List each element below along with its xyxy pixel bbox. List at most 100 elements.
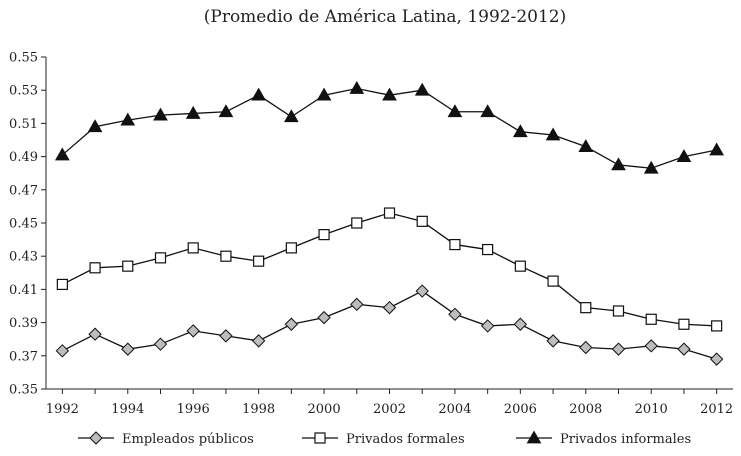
data-point-square [416,215,428,227]
data-point-triangle [283,109,299,123]
legend-label: Empleados públicos [122,432,254,447]
x-tick-label: 2006 [504,402,537,417]
data-point-square [678,318,690,330]
x-tick-label: 1998 [242,402,275,417]
data-point-square [122,260,134,272]
data-point-triangle [512,124,528,138]
x-tick-label: 2012 [700,402,733,417]
y-tick-label: 0.49 [9,150,38,165]
data-point-square [449,238,461,251]
data-point-square [580,302,592,314]
legend-label: Privados informales [560,432,691,447]
x-tick-label: 2004 [438,402,471,417]
data-point-square [351,217,363,229]
series-diamond [55,284,724,366]
legend-item-triangle: Privados informales [516,430,691,447]
y-tick-label: 0.47 [9,183,38,198]
data-point-triangle [480,104,496,118]
legend-marker-triangle [526,430,542,444]
x-tick-label: 2010 [635,402,668,417]
x-tick-label: 2000 [308,402,341,417]
chart-subtitle: (Promedio de América Latina, 1992-2012) [204,7,567,27]
data-point-square [56,278,68,291]
data-point-square [645,313,657,325]
data-point-square [318,229,330,241]
x-tick-label: 1996 [177,402,210,417]
data-point-square [383,207,396,219]
data-point-triangle [611,157,626,171]
data-point-triangle [185,105,201,119]
x-tick-label: 1994 [111,402,144,417]
x-tick-label: 2008 [569,402,602,417]
data-point-square [711,320,723,332]
data-point-diamond [415,284,429,298]
data-point-diamond [513,317,528,331]
data-point-square [187,242,199,254]
data-point-triangle [578,139,594,153]
data-point-diamond [55,344,70,358]
series-square [56,207,723,332]
data-point-diamond [350,297,364,312]
data-point-triangle [382,87,397,101]
y-tick-label: 0.51 [9,117,38,132]
data-point-triangle [153,107,168,121]
data-point-square [612,305,625,317]
series-layer [54,81,725,366]
y-tick-label: 0.43 [9,250,38,265]
data-point-diamond [480,319,495,333]
data-point-square [89,262,101,274]
x-axis-ticks: 1992 1994 1996 1998 2000 2002 2004 2006 2008 2010… [46,389,733,417]
data-point-triangle [643,160,659,174]
data-point-diamond [153,337,168,351]
series-triangle [54,81,725,174]
legend-item-diamond: Empleados públicos [78,431,254,447]
data-point-triangle [218,104,234,118]
data-point-diamond [88,327,102,341]
data-point-diamond [284,317,299,331]
data-point-square [482,243,494,256]
data-point-diamond [219,329,233,343]
y-tick-label: 0.35 [9,383,38,398]
data-point-diamond [644,339,658,353]
data-point-diamond [251,334,266,348]
data-point-triangle [316,87,332,101]
y-tick-label: 0.55 [9,51,38,66]
data-point-triangle [120,112,136,126]
data-point-square [220,250,232,262]
data-point-triangle [54,147,70,161]
data-point-diamond [579,340,593,355]
data-point-diamond [186,324,200,338]
data-point-triangle [87,119,103,133]
data-point-square [154,252,167,264]
y-tick-label: 0.45 [9,217,38,232]
data-point-square [547,275,559,287]
data-point-diamond [709,352,724,366]
legend-item-square: Privados formales [302,432,465,447]
data-point-diamond [448,307,462,322]
data-point-triangle [349,81,365,94]
legend-marker-square [314,432,326,444]
data-point-diamond [382,300,397,315]
legend: Empleados públicos Privados formales Priva… [78,430,691,447]
x-tick-label: 1992 [46,402,79,417]
data-point-diamond [317,310,331,325]
data-point-triangle [709,142,725,156]
data-point-square [514,260,526,272]
legend-label: Privados formales [346,432,465,447]
legend-marker-diamond [89,431,103,445]
data-point-triangle [545,127,561,141]
y-tick-label: 0.37 [9,349,38,364]
data-point-triangle [414,82,430,96]
data-point-diamond [611,342,626,356]
y-axis-ticks: 0.35 0.37 0.39 0.41 0.43 0.45 0.47 0.49 0.51 0.53… [9,51,46,398]
data-point-triangle [676,149,692,162]
data-point-diamond [121,342,135,356]
x-tick-label: 2002 [373,402,406,417]
data-point-triangle [447,104,463,118]
data-point-square [253,255,265,267]
y-tick-label: 0.39 [9,316,38,331]
y-tick-label: 0.41 [9,283,38,298]
data-point-square [285,242,297,254]
data-point-diamond [546,334,560,348]
y-tick-label: 0.53 [9,84,38,99]
